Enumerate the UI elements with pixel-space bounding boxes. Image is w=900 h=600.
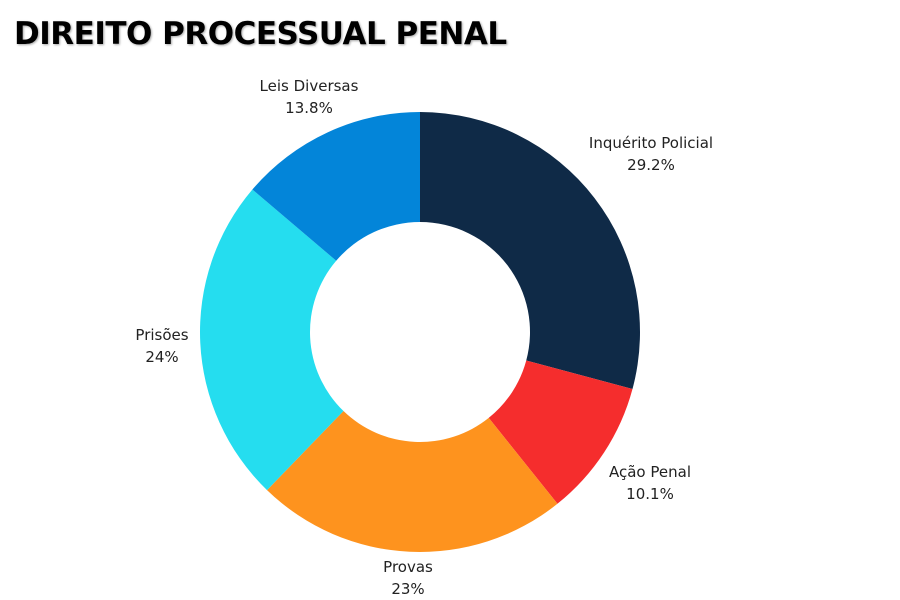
- slice-label-value: 13.8%: [285, 99, 333, 117]
- slice-label-name: Inquérito Policial: [589, 134, 713, 152]
- slice-labels: Inquérito Policial 29.2% Ação Penal 10.1% Pr…: [135, 77, 713, 598]
- slice-provas: [267, 411, 558, 552]
- slice-label-value: 10.1%: [626, 485, 674, 503]
- slice-label-value: 24%: [145, 348, 178, 366]
- slice-label-name: Ação Penal: [609, 463, 691, 481]
- slice-label-name: Leis Diversas: [260, 77, 359, 95]
- slice-label-value: 23%: [391, 580, 424, 598]
- chart-title: DIREITO PROCESSUAL PENAL: [14, 16, 507, 52]
- donut-slices: [199, 112, 640, 552]
- slice-label-value: 29.2%: [627, 156, 675, 174]
- slice-leis-diversas: [252, 112, 420, 261]
- slice-label-name: Provas: [383, 558, 433, 576]
- slice-prisoes: [199, 189, 344, 491]
- slice-inquerito-policial: [420, 112, 640, 389]
- slice-acao-penal: [488, 360, 633, 504]
- slice-label-name: Prisões: [135, 326, 188, 344]
